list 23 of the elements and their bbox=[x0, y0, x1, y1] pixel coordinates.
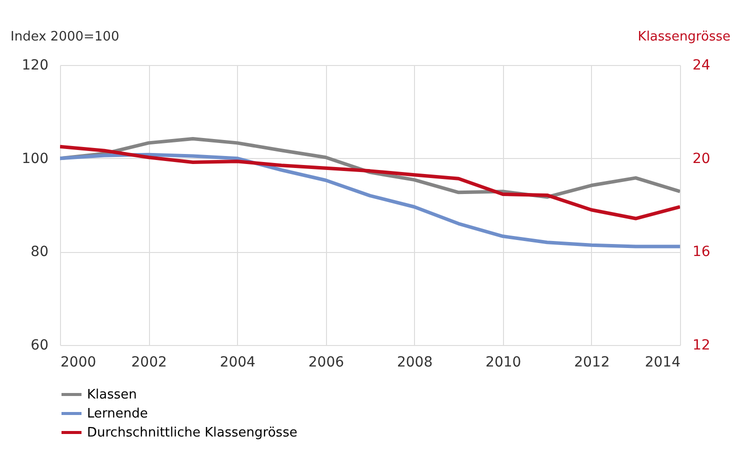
y2-tick-label: 12 bbox=[692, 338, 710, 354]
y2-tick-label: 24 bbox=[692, 58, 710, 74]
y2-tick-label: 16 bbox=[692, 244, 710, 260]
x-tick-label: 2004 bbox=[220, 354, 256, 370]
x-tick-label: 2006 bbox=[308, 354, 344, 370]
legend-label: Lernende bbox=[87, 406, 148, 422]
y-tick-label: 120 bbox=[22, 58, 48, 74]
x-tick-label: 2010 bbox=[486, 354, 522, 370]
x-tick-label: 2014 bbox=[644, 354, 681, 370]
x-tick-label: 2002 bbox=[131, 354, 167, 370]
line-series bbox=[60, 152, 680, 248]
x-tick-label: 2012 bbox=[574, 354, 610, 370]
x-tick-label: 2008 bbox=[396, 354, 433, 370]
line-series bbox=[60, 144, 680, 220]
legend-label: Klassen bbox=[87, 388, 137, 402]
y2-tick-label: 20 bbox=[692, 150, 710, 167]
y-tick-label: 100 bbox=[22, 150, 48, 167]
y-tick-label: 80 bbox=[30, 244, 48, 260]
y2-axis-title: Klassengrösse bbox=[638, 30, 730, 44]
y-axis-title: Index 2000=100 bbox=[10, 30, 120, 44]
legend-label: Durchschnittliche Klassengrösse bbox=[87, 426, 298, 440]
y-tick-label: 60 bbox=[30, 338, 48, 354]
x-tick-label: 2000 bbox=[60, 354, 96, 370]
